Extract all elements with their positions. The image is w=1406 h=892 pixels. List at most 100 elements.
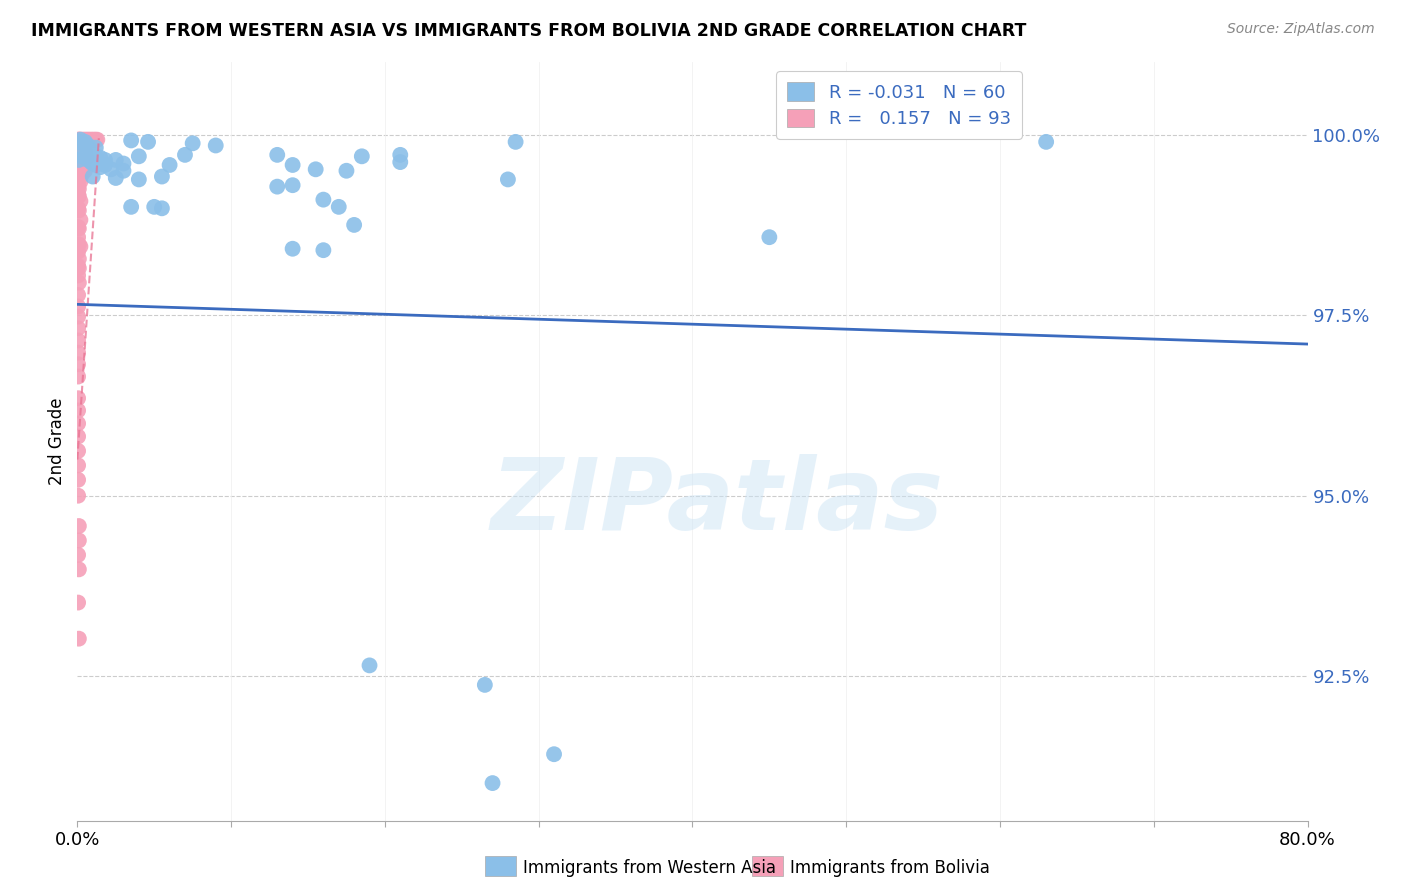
Point <box>69 156 91 170</box>
Point <box>67 202 90 216</box>
Point <box>159 158 181 172</box>
Point <box>67 172 90 186</box>
Point <box>70 149 93 163</box>
Legend: R = -0.031   N = 60, R =   0.157   N = 93: R = -0.031 N = 60, R = 0.157 N = 93 <box>776 71 1022 139</box>
Point <box>72 133 94 147</box>
Point <box>67 230 90 244</box>
Text: IMMIGRANTS FROM WESTERN ASIA VS IMMIGRANTS FROM BOLIVIA 2ND GRADE CORRELATION CH: IMMIGRANTS FROM WESTERN ASIA VS IMMIGRAN… <box>31 22 1026 40</box>
Point <box>67 548 90 562</box>
Point <box>82 169 104 184</box>
Point <box>67 165 90 179</box>
Point <box>79 133 101 147</box>
Point <box>69 149 91 163</box>
Text: ZIPatlas: ZIPatlas <box>491 454 943 550</box>
Point <box>82 133 104 147</box>
Point <box>67 261 90 276</box>
Point <box>67 417 90 431</box>
Point <box>67 221 90 235</box>
Point <box>73 149 96 163</box>
Point <box>70 133 93 147</box>
Point <box>266 148 288 162</box>
Point <box>120 133 142 147</box>
Point <box>335 163 357 178</box>
Point <box>67 596 90 610</box>
Point <box>67 259 90 273</box>
Point <box>73 163 96 178</box>
Point <box>305 162 328 177</box>
Point <box>67 133 90 147</box>
Point <box>89 160 111 174</box>
Point <box>80 155 103 169</box>
Text: Source: ZipAtlas.com: Source: ZipAtlas.com <box>1227 22 1375 37</box>
Point <box>67 369 90 384</box>
Point <box>389 148 412 162</box>
Point <box>67 149 90 163</box>
Point <box>84 149 107 163</box>
Point <box>100 162 122 177</box>
Point <box>89 151 111 165</box>
Point <box>73 133 96 147</box>
Point <box>174 148 197 162</box>
Point <box>67 172 90 186</box>
Point <box>67 237 90 252</box>
Point <box>72 149 94 163</box>
Point <box>84 141 107 155</box>
Point <box>67 153 90 167</box>
Point <box>281 158 304 172</box>
Point <box>82 156 104 170</box>
Point <box>67 220 90 235</box>
Point <box>70 149 93 163</box>
Point <box>67 310 90 324</box>
Point <box>266 179 288 194</box>
Point <box>104 171 127 186</box>
Point <box>69 133 91 147</box>
Point <box>67 345 90 359</box>
Point <box>67 142 90 156</box>
Point <box>474 678 496 692</box>
Point <box>70 167 93 181</box>
Point <box>67 562 90 576</box>
Point <box>128 149 150 163</box>
Point <box>67 473 90 487</box>
Point <box>67 136 90 151</box>
Point <box>80 133 103 147</box>
Point <box>84 158 107 172</box>
Point <box>343 218 366 232</box>
Point <box>80 144 103 158</box>
Point <box>73 135 96 149</box>
Point <box>67 276 90 290</box>
Point <box>312 243 335 257</box>
Text: Immigrants from Bolivia: Immigrants from Bolivia <box>790 859 990 877</box>
Point <box>67 268 90 283</box>
Point <box>73 149 96 163</box>
Point <box>67 135 90 149</box>
Point <box>150 202 173 216</box>
Point <box>69 212 91 227</box>
Point <box>77 133 100 147</box>
Point <box>69 194 91 208</box>
Point <box>69 133 91 147</box>
Point <box>150 169 173 184</box>
Point <box>481 776 503 790</box>
Point <box>69 142 91 156</box>
Point <box>70 138 93 153</box>
Point <box>350 149 373 163</box>
Point <box>67 156 90 170</box>
Point <box>67 429 90 443</box>
Point <box>70 142 93 156</box>
Point <box>67 142 90 156</box>
Point <box>76 133 98 147</box>
Point <box>67 179 90 194</box>
Point <box>73 144 96 158</box>
Point <box>204 138 226 153</box>
Point <box>67 182 90 196</box>
Point <box>758 230 780 244</box>
Point <box>67 186 90 201</box>
Point <box>67 203 90 218</box>
Point <box>94 153 117 167</box>
Point <box>496 172 519 186</box>
Point <box>67 252 90 266</box>
Point <box>67 444 90 458</box>
Point <box>76 151 98 165</box>
Point <box>94 158 117 172</box>
